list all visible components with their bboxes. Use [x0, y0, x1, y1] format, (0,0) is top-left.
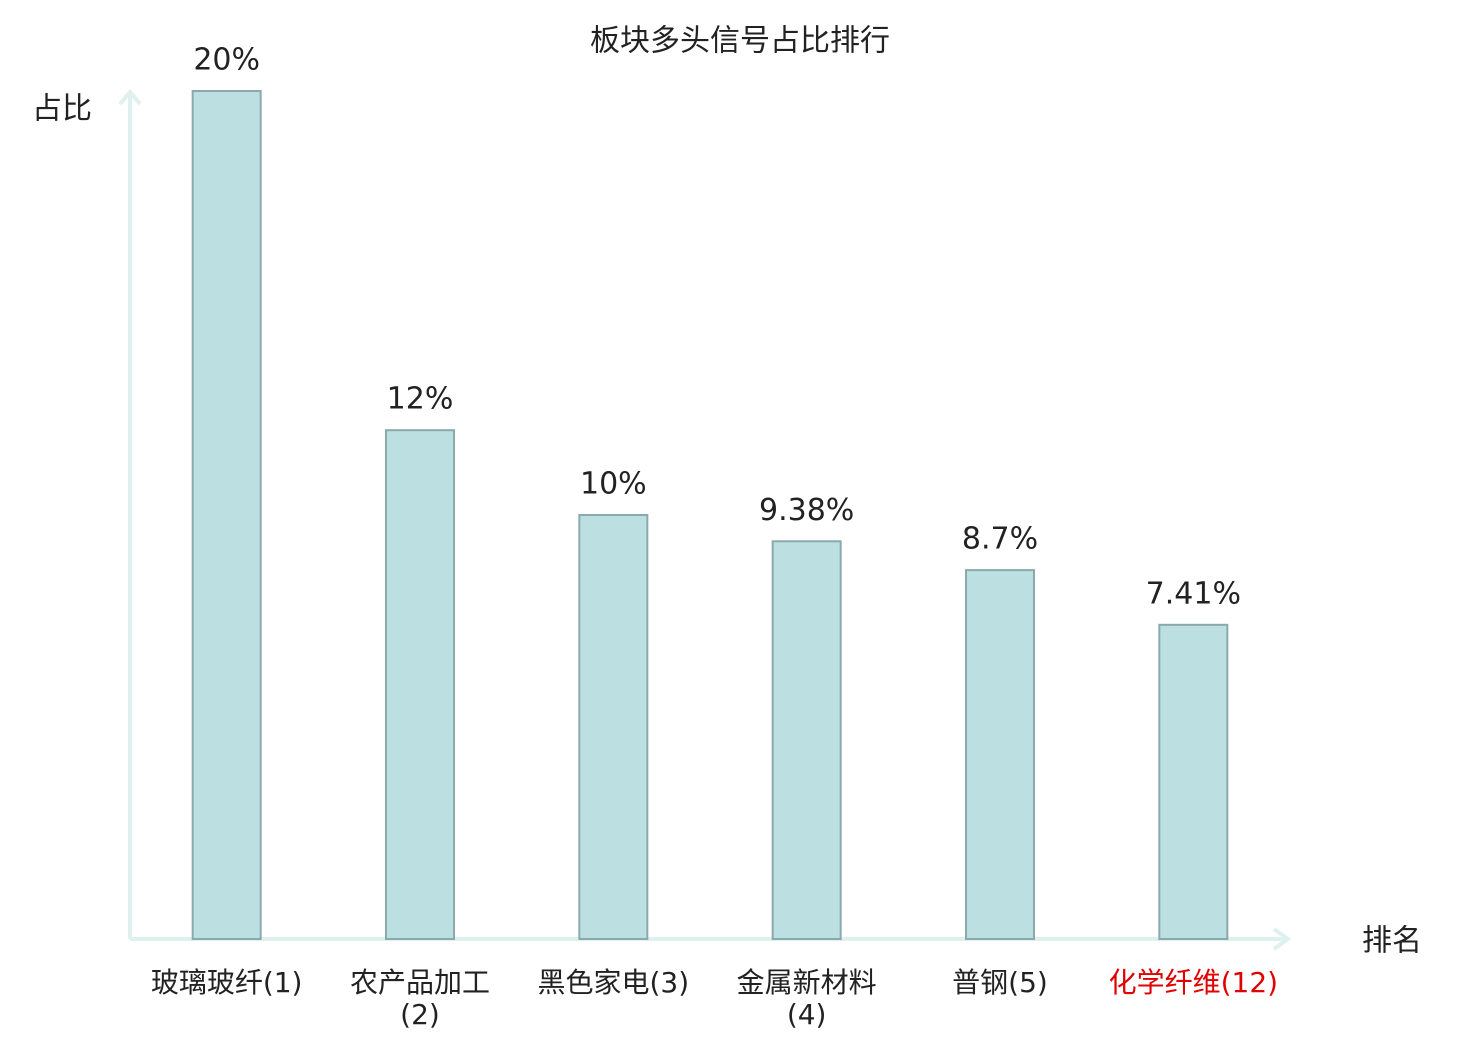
- bar: [965, 569, 1035, 940]
- chart-title: 板块多头信号占比排行: [590, 24, 890, 59]
- x-tick-label: 普钢(5): [952, 966, 1048, 999]
- axes: [118, 88, 1292, 951]
- x-axis-arrow: [1272, 927, 1292, 951]
- value-label: 9.38%: [759, 493, 854, 528]
- x-tick-label: 黑色家电(3): [537, 966, 690, 999]
- x-tick-label: 农产品加工(2): [349, 966, 490, 1031]
- bar: [578, 514, 649, 940]
- y-axis-label: 占比: [32, 92, 92, 127]
- value-label: 12%: [387, 382, 454, 417]
- y-axis-arrow: [118, 88, 142, 106]
- bar: [385, 429, 455, 940]
- x-tick-label: 化学纤维(12): [1108, 966, 1279, 999]
- x-axis-label: 排名: [1362, 924, 1422, 959]
- bar: [771, 540, 842, 941]
- x-tick-label: 玻璃玻纤(1): [150, 966, 303, 999]
- bar: [191, 90, 262, 940]
- bar: [1158, 623, 1229, 940]
- value-label: 10%: [580, 467, 647, 502]
- x-tick-label: 金属新材料(4): [736, 966, 877, 1031]
- value-label: 8.7%: [962, 522, 1038, 557]
- value-label: 20%: [193, 43, 260, 78]
- value-label: 7.41%: [1146, 576, 1241, 611]
